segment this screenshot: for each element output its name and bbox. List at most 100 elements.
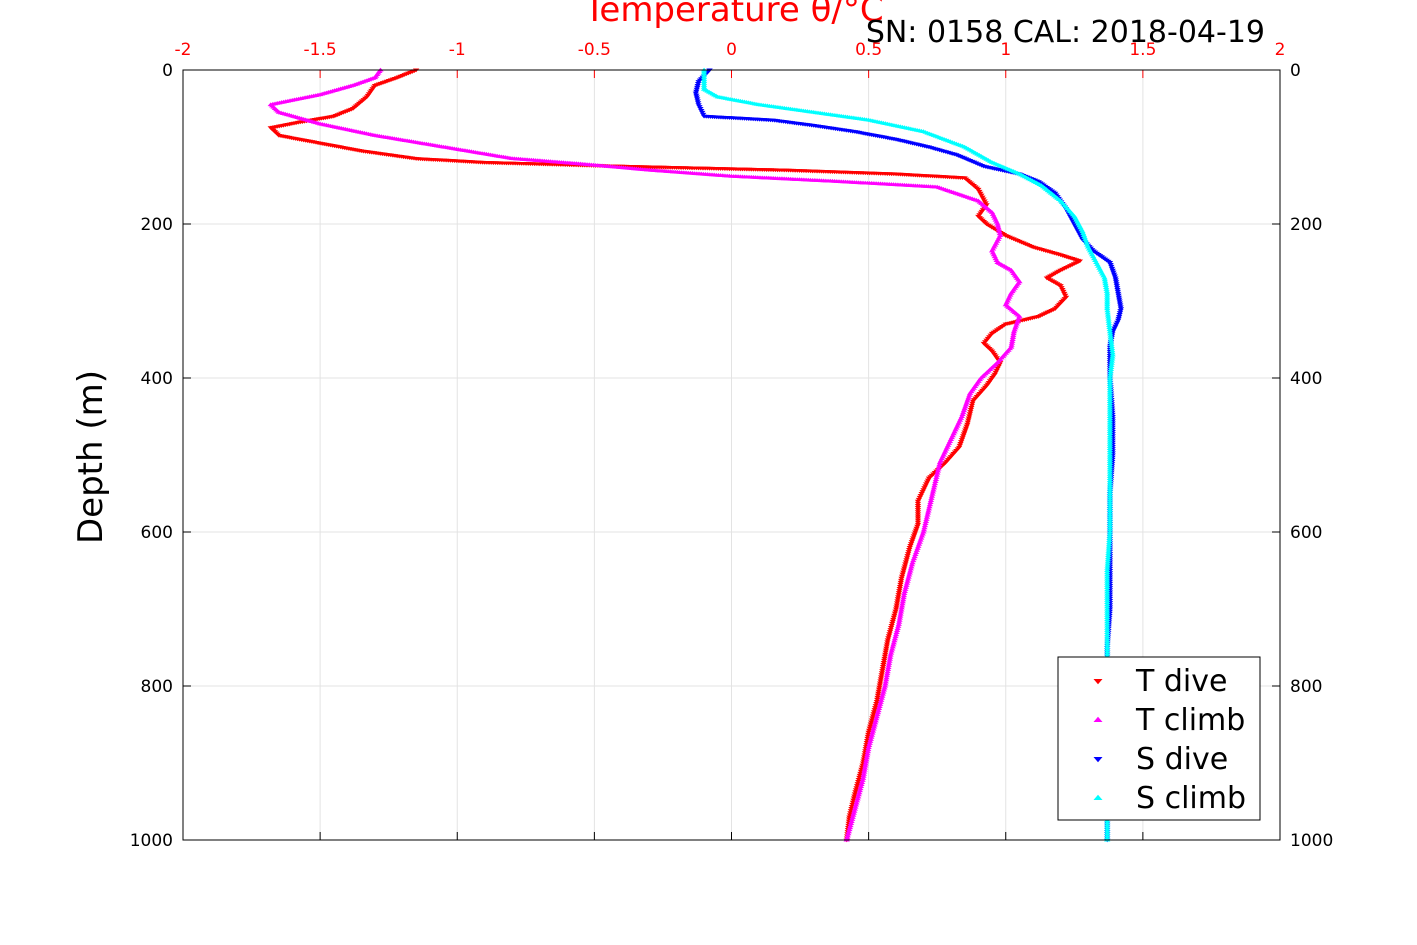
data-point [910,534,918,539]
data-point [897,580,905,585]
data-point [848,819,855,823]
data-point [1100,273,1107,278]
data-point [904,578,911,583]
data-point [1075,221,1082,226]
data-point [919,490,926,494]
data-point [975,187,982,192]
data-point [866,726,873,731]
data-point [844,833,851,838]
data-point [867,722,875,727]
data-point [1113,284,1121,288]
data-point [875,708,882,713]
data-point [962,402,970,407]
data-point [900,593,908,598]
data-point [1114,320,1121,325]
data-point [920,527,928,532]
data-point [1083,240,1090,245]
data-point [895,620,903,624]
data-point [914,501,922,506]
data-point [895,624,902,628]
data-point [907,566,915,571]
data-point [956,443,964,448]
data-point [1081,235,1088,239]
data-point [873,714,881,719]
data-point [891,611,899,616]
data-point [1104,570,1111,575]
data-point [1108,266,1116,271]
x-tick-label: -1 [449,40,466,60]
data-point [1106,388,1114,393]
data-point [906,572,913,577]
data-point [1084,244,1092,249]
data-point [925,476,933,481]
data-point [915,497,923,502]
data-point [1106,452,1114,457]
data-point [939,454,946,459]
data-point [899,599,907,604]
data-point [991,242,999,247]
data-point [1106,435,1114,440]
series-layer [267,67,1125,843]
data-point [897,613,904,618]
data-point [874,710,882,715]
data-point [992,240,1000,245]
data-point [871,708,878,712]
data-point [1107,337,1115,342]
data-point [882,679,890,684]
data-point [892,607,900,612]
data-point [897,578,905,583]
data-point [845,829,853,834]
data-point [1104,645,1111,649]
data-point [1004,298,1011,303]
data-point [964,396,972,401]
data-point [959,436,966,440]
data-point [1108,344,1115,348]
data-point [1108,365,1115,369]
data-point [850,811,858,815]
data-point [700,69,708,74]
data-point [1106,476,1114,480]
data-point [905,574,912,579]
data-point [1114,291,1122,296]
y-tick-label-right: 400 [1290,369,1322,389]
data-point [990,213,998,218]
data-point [923,482,930,487]
data-point [1104,647,1111,652]
data-point [875,687,883,692]
data-point [874,697,881,702]
data-point [1095,264,1102,268]
data-point [895,622,902,626]
data-point [1059,288,1066,292]
data-point [1106,527,1114,532]
data-point [879,691,887,696]
data-point [1106,465,1114,470]
data-point [1108,342,1115,346]
data-point [1104,827,1111,831]
data-point [874,693,882,698]
data-point [921,486,928,491]
data-point [1106,444,1114,448]
data-point [906,548,913,552]
data-point [1113,282,1120,286]
data-point [997,233,1004,237]
data-point [1010,329,1018,334]
data-point [1104,563,1111,568]
data-point [898,603,906,608]
data-point [1104,829,1111,833]
data-point [887,650,895,655]
data-point [1104,574,1111,579]
data-point [941,450,948,455]
data-point [965,416,973,421]
data-point [1116,301,1124,306]
data-point [1106,486,1114,491]
data-point [851,794,858,799]
data-point [892,609,899,614]
data-point [1106,463,1114,468]
data-point [1106,533,1113,538]
data-point [901,564,909,569]
data-point [930,485,938,490]
data-point [882,681,889,686]
data-point [1104,638,1111,643]
data-point [882,652,889,657]
data-point [1102,285,1110,289]
